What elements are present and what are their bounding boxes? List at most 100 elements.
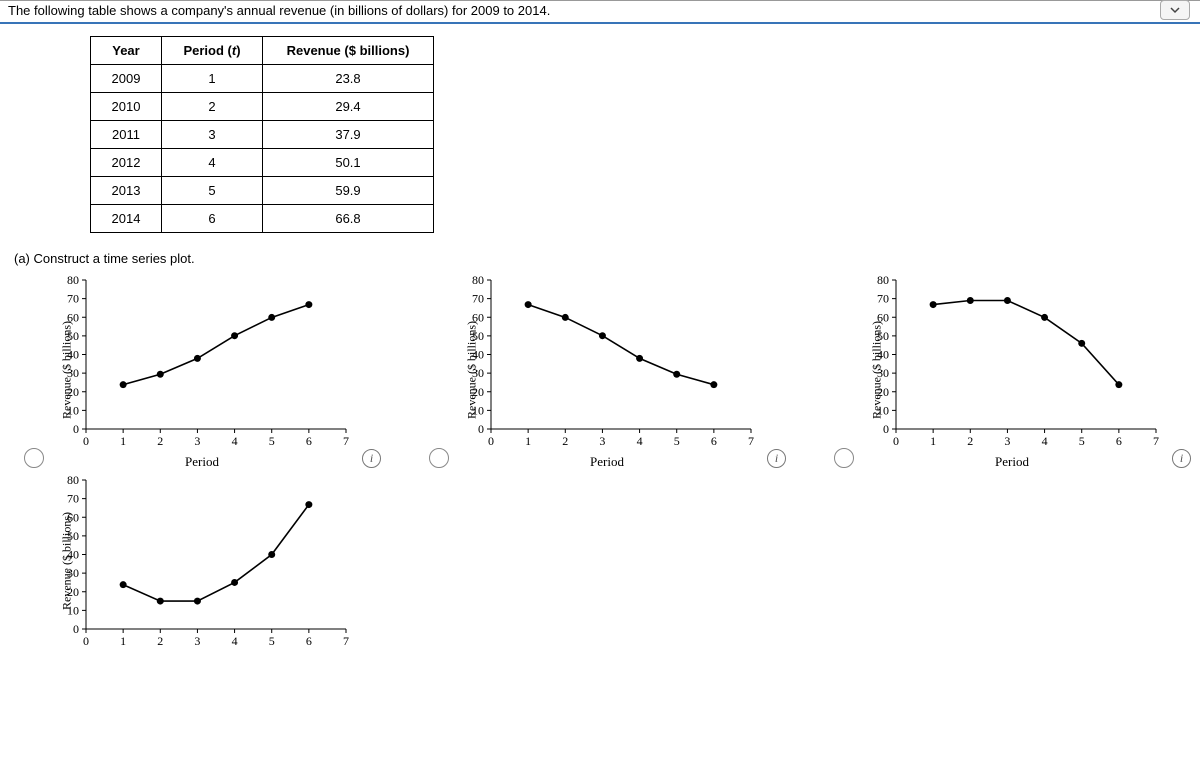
svg-text:4: 4 <box>232 434 238 448</box>
table-cell: 2012 <box>91 149 162 177</box>
table-cell: 6 <box>162 205 263 233</box>
info-icon[interactable]: i <box>767 449 786 468</box>
table-cell: 2 <box>162 93 263 121</box>
y-axis-label: Revenue ($ billions) <box>59 321 74 419</box>
svg-text:3: 3 <box>1004 434 1010 448</box>
svg-text:2: 2 <box>157 634 163 648</box>
table-cell: 50.1 <box>263 149 434 177</box>
table-cell: 23.8 <box>263 65 434 93</box>
svg-text:5: 5 <box>1079 434 1085 448</box>
options-dropdown[interactable] <box>1160 0 1190 20</box>
table-cell: 2014 <box>91 205 162 233</box>
table-row: 2010229.4 <box>91 93 434 121</box>
svg-text:3: 3 <box>599 434 605 448</box>
plot-svg: 0102030405060708001234567 <box>862 274 1162 449</box>
table-row: 2011337.9 <box>91 121 434 149</box>
info-icon[interactable]: i <box>1172 449 1191 468</box>
svg-text:1: 1 <box>525 434 531 448</box>
svg-text:7: 7 <box>748 434 754 448</box>
plot-svg: 0102030405060708001234567 <box>52 474 352 649</box>
table-row: 2009123.8 <box>91 65 434 93</box>
svg-text:4: 4 <box>637 434 643 448</box>
intro-text: The following table shows a company's an… <box>8 3 550 18</box>
info-icon[interactable]: i <box>362 449 381 468</box>
table-row: 2012450.1 <box>91 149 434 177</box>
svg-text:0: 0 <box>73 622 79 636</box>
svg-text:5: 5 <box>674 434 680 448</box>
svg-text:1: 1 <box>120 634 126 648</box>
table-cell: 66.8 <box>263 205 434 233</box>
chart-radio[interactable] <box>429 448 449 468</box>
chevron-down-icon <box>1170 5 1180 15</box>
chart-radio[interactable] <box>834 448 854 468</box>
table-cell: 3 <box>162 121 263 149</box>
table-header: Year <box>91 37 162 65</box>
chart-options: Revenue ($ billions) 0102030405060708001… <box>10 270 1200 652</box>
chart-radio[interactable] <box>24 448 44 468</box>
plot-svg: 0102030405060708001234567 <box>52 274 352 449</box>
svg-text:70: 70 <box>67 292 79 306</box>
svg-text:6: 6 <box>306 634 312 648</box>
svg-text:70: 70 <box>877 292 889 306</box>
table-cell: 2011 <box>91 121 162 149</box>
svg-text:5: 5 <box>269 434 275 448</box>
x-axis-label: Period <box>457 454 757 470</box>
y-axis-label: Revenue ($ billions) <box>869 321 884 419</box>
part-a-label: (a) Construct a time series plot. <box>14 251 1200 266</box>
svg-text:6: 6 <box>711 434 717 448</box>
chart-option: Revenue ($ billions) 0102030405060708001… <box>820 270 1195 470</box>
table-cell: 29.4 <box>263 93 434 121</box>
table-cell: 59.9 <box>263 177 434 205</box>
svg-text:2: 2 <box>562 434 568 448</box>
x-axis-label: Period <box>862 454 1162 470</box>
svg-text:0: 0 <box>893 434 899 448</box>
table-cell: 37.9 <box>263 121 434 149</box>
question-body: YearPeriod (t)Revenue ($ billions) 20091… <box>0 24 1200 672</box>
plot-area: 0102030405060708001234567 <box>457 274 790 452</box>
plot-area: 0102030405060708001234567 <box>52 474 385 652</box>
svg-text:0: 0 <box>488 434 494 448</box>
table-row: 2013559.9 <box>91 177 434 205</box>
table-header: Period (t) <box>162 37 263 65</box>
svg-text:2: 2 <box>967 434 973 448</box>
svg-text:70: 70 <box>67 492 79 506</box>
y-axis-label: Revenue ($ billions) <box>464 321 479 419</box>
svg-text:3: 3 <box>194 434 200 448</box>
table-header: Revenue ($ billions) <box>263 37 434 65</box>
chart-option: Revenue ($ billions) 0102030405060708001… <box>10 470 385 652</box>
svg-text:1: 1 <box>930 434 936 448</box>
table-row: 2014666.8 <box>91 205 434 233</box>
svg-text:80: 80 <box>877 274 889 287</box>
svg-text:0: 0 <box>73 422 79 436</box>
svg-text:0: 0 <box>883 422 889 436</box>
svg-text:7: 7 <box>1153 434 1159 448</box>
plot-svg: 0102030405060708001234567 <box>457 274 757 449</box>
svg-text:2: 2 <box>157 434 163 448</box>
svg-text:0: 0 <box>478 422 484 436</box>
svg-text:6: 6 <box>306 434 312 448</box>
table-cell: 4 <box>162 149 263 177</box>
question-header: The following table shows a company's an… <box>0 0 1200 24</box>
plot-area: 0102030405060708001234567 <box>862 274 1195 452</box>
svg-text:70: 70 <box>472 292 484 306</box>
plot-area: 0102030405060708001234567 <box>52 274 385 452</box>
chart-option: Revenue ($ billions) 0102030405060708001… <box>10 270 385 470</box>
x-axis-label: Period <box>52 454 352 470</box>
svg-text:3: 3 <box>194 634 200 648</box>
y-axis-label: Revenue ($ billions) <box>59 512 74 610</box>
svg-text:0: 0 <box>83 634 89 648</box>
svg-text:5: 5 <box>269 634 275 648</box>
svg-text:0: 0 <box>83 434 89 448</box>
svg-text:4: 4 <box>1042 434 1048 448</box>
table-cell: 5 <box>162 177 263 205</box>
svg-text:80: 80 <box>472 274 484 287</box>
svg-text:7: 7 <box>343 634 349 648</box>
chart-option: Revenue ($ billions) 0102030405060708001… <box>415 270 790 470</box>
table-cell: 2010 <box>91 93 162 121</box>
table-cell: 2013 <box>91 177 162 205</box>
table-cell: 2009 <box>91 65 162 93</box>
svg-text:1: 1 <box>120 434 126 448</box>
svg-text:6: 6 <box>1116 434 1122 448</box>
svg-text:7: 7 <box>343 434 349 448</box>
revenue-table: YearPeriod (t)Revenue ($ billions) 20091… <box>90 36 434 233</box>
